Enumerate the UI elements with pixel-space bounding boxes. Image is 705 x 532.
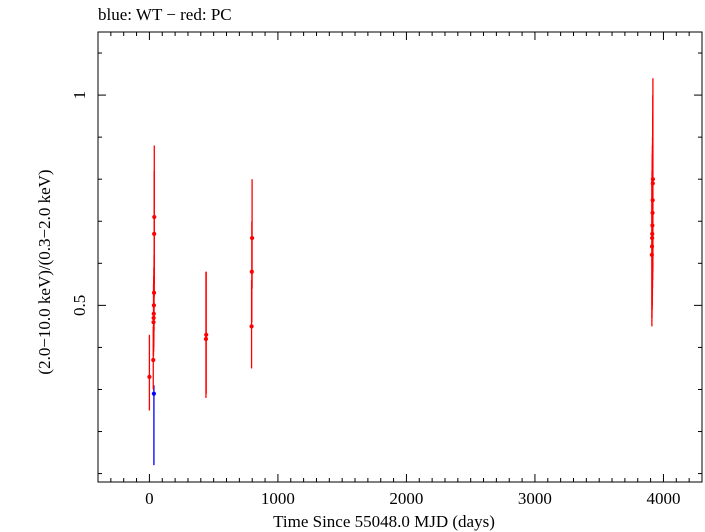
x-tick-label: 0 xyxy=(145,489,154,508)
y-axis: 0.51 xyxy=(70,52,702,475)
x-axis-label: Time Since 55048.0 MJD (days) xyxy=(273,512,495,531)
x-tick-label: 1000 xyxy=(261,489,295,508)
data-point xyxy=(151,391,157,396)
plot-frame xyxy=(97,31,703,483)
series-wt xyxy=(151,385,157,466)
data-point xyxy=(204,332,209,337)
y-tick-label: 0.5 xyxy=(70,295,89,316)
data-marks xyxy=(147,78,656,466)
data-point xyxy=(152,214,157,220)
x-tick-label: 2000 xyxy=(389,489,423,508)
data-point xyxy=(249,235,255,241)
data-point xyxy=(147,374,152,379)
y-axis-label: (2.0−10.0 keV)/(0.3−2.0 keV) xyxy=(35,169,54,374)
series-pc xyxy=(147,78,656,411)
data-point xyxy=(650,177,656,182)
data-point xyxy=(249,324,254,329)
data-point xyxy=(151,357,156,363)
x-tick-label: 4000 xyxy=(646,489,680,508)
x-tick-label: 3000 xyxy=(518,489,552,508)
plot-border xyxy=(97,31,703,483)
x-axis: 0 1000 2000 3000 4000 xyxy=(110,32,703,508)
chart-title: blue: WT − red: PC xyxy=(98,5,232,24)
y-tick-label: 1 xyxy=(70,91,89,100)
